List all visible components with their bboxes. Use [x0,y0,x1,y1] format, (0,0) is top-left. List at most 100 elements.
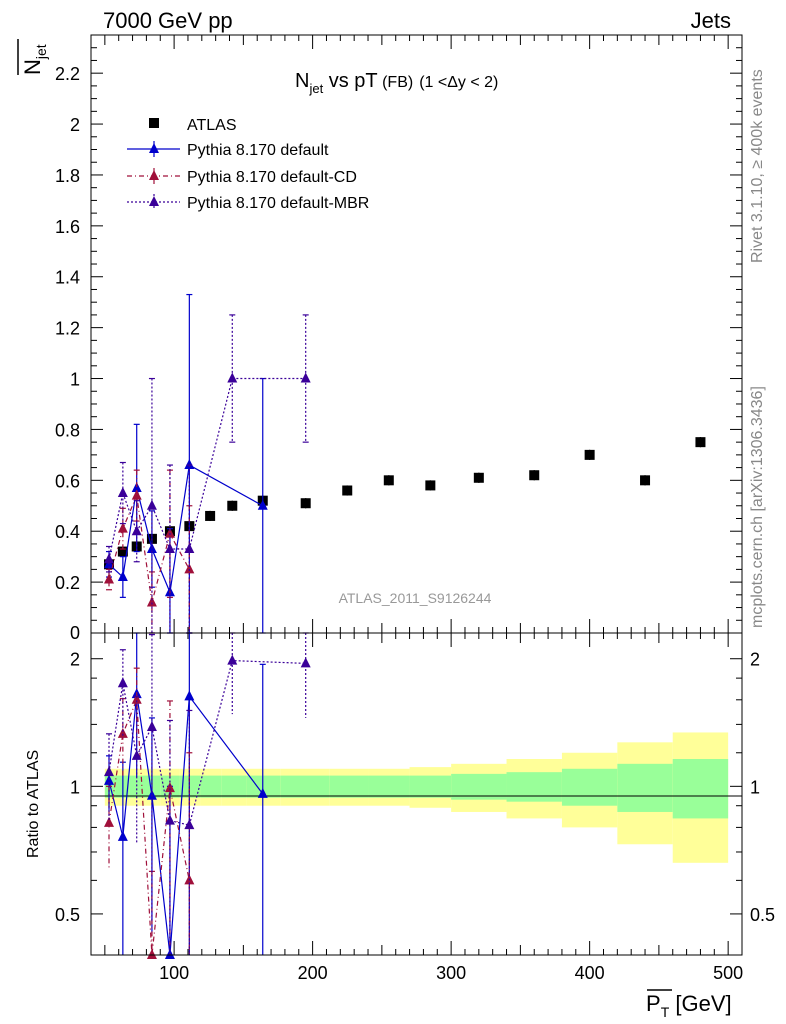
atlas-point [383,475,394,486]
ratio-band-inner [329,775,369,798]
mbr-point [117,487,128,498]
xlabel-sub: T [661,1004,670,1020]
ratio-band [104,732,729,863]
mbr-point [184,543,195,554]
ratio-frame [90,632,743,956]
ratio-xtick-label: 400 [575,963,605,983]
mbr-point [131,525,142,536]
mbr-ratio-point [300,657,311,668]
cd-point [184,563,195,574]
legend-marker-mbr [149,196,159,206]
legend-marker-atlas [149,118,159,128]
cd-point [131,489,142,500]
ratio-band-inner [280,775,330,798]
main-panel: 0.2 0.4 0.6 0.8 1 1.2 1.4 1.6 1.8 2 2.2 0 Njet vs … [17,34,743,643]
xlabel-unit: [GeV] [669,991,731,1016]
main-ytick-label: 0.6 [55,471,80,491]
default-ratio-point [257,787,268,798]
mbr-ratio-point [104,766,115,777]
main-ytick-label: 1.4 [55,268,80,288]
ratio-band-inner [409,775,452,798]
cd-ratio-point [104,816,115,827]
ratio-ytick-label: 0.5 [55,905,80,925]
legend: ATLAS Pythia 8.170 default Pythia 8.170 … [127,117,369,212]
rivet-label: Rivet 3.1.10, ≥ 400k events [749,69,766,263]
atlas-point [227,500,238,511]
main-ytick-label: 0.2 [55,573,80,593]
default-point [117,571,128,582]
mbr-point [104,553,115,564]
title-small: (FB) [378,74,414,91]
ratio-band-inner [129,775,146,798]
mbr-point [146,499,157,510]
mbr-point [300,372,311,383]
ratio-band-inner [672,759,729,819]
atlas-point [205,510,216,521]
mbr-line [108,377,306,560]
atlas-point [425,480,436,491]
ratio-band-inner [145,775,161,798]
ratio-ytick-label-right: 1 [750,777,760,797]
cd-point [146,596,157,607]
xlabel-p: P [646,991,661,1016]
default-ratio-point [104,774,115,785]
mcplots-label: mcplots.cern.ch [arXiv:1306.3436] [749,386,766,628]
cd-ratio-point [117,727,128,738]
cd-ratio-point [164,782,175,793]
ratio-xtick-label: 500 [713,963,743,983]
series-default [104,293,268,634]
atlas-point [529,470,540,481]
title-sub: jet [308,81,323,96]
atlas-point [584,449,595,460]
series-mbr [104,314,311,634]
ratio-series [104,632,311,959]
title-range: (1 <Δy < 2) [419,74,498,91]
ratio-band-inner [200,775,222,798]
ylabel-sub: jet [33,44,49,60]
default-ratio-point [117,830,128,841]
default-point [184,459,195,470]
ratio-xtick-label: 100 [159,963,189,983]
ratio-ytick-label: 1 [70,777,80,797]
atlas-point [342,485,353,496]
mbr-ratio-line [108,659,306,826]
svg-text:PT [GeV]: PT [GeV] [646,991,732,1020]
legend-label-default: Pythia 8.170 default [187,142,329,159]
cd-ratio-line [108,699,190,956]
ratio-band-inner [451,773,507,800]
default-point [257,499,268,510]
ratio-xtick-label: 300 [436,963,466,983]
default-ratio-point [184,690,195,701]
header-right: Jets [691,8,731,33]
ratio-panel: 0.5 0.5 1 1 2 2 100 200 300 400 500 Ratio to ATLAS… [25,632,775,1020]
mbr-ratio-point [146,721,157,732]
mbr-point [227,372,238,383]
mbr-ratio-point [227,654,238,665]
legend-marker-cd [149,170,159,180]
svg-text:Njet: Njet [20,44,49,75]
legend-label-atlas: ATLAS [187,117,237,134]
main-ytick-label: 1.2 [55,319,80,339]
cd-point [104,573,115,584]
ratio-series-cd [104,667,195,959]
ratio-band-inner [368,775,410,798]
ratio-xlabel: PT [GeV] [646,989,732,1020]
title-n: N [295,70,309,92]
atlas-point [695,437,706,448]
main-ytick-label: 1.8 [55,166,80,186]
ratio-xtick-label: 200 [298,963,328,983]
ratio-band-inner [561,768,618,806]
mbr-ratio-point [131,749,142,760]
ylabel-n: N [20,59,45,75]
ratio-band-inner [506,772,562,802]
ratio-ytick-label-right: 2 [750,650,760,670]
ratio-ylabel: Ratio to ATLAS [25,750,42,858]
atlas-point [640,475,651,486]
series-atlas [104,437,706,570]
main-zero-label: 0 [70,623,80,643]
ratio-ticks: 0.5 0.5 1 1 2 2 100 200 300 400 500 [55,633,775,983]
ratio-band-inner [221,775,247,798]
atlas-point [117,546,128,557]
mbr-ratio-point [184,819,195,830]
